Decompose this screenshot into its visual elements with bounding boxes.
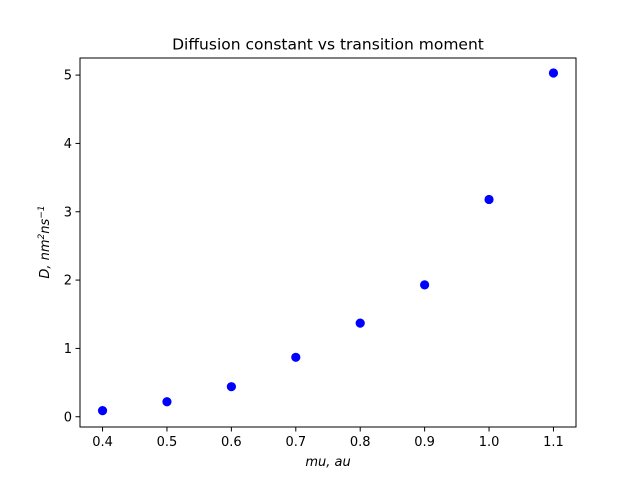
data-point [548, 68, 559, 78]
data-point [484, 194, 494, 205]
x-tick-label: 0.7 [285, 435, 306, 450]
x-tick-label: 1.0 [479, 435, 500, 450]
y-axis-label-pre: D, nm [38, 239, 53, 278]
y-tick-label: 4 [64, 137, 72, 152]
x-tick-label: 1.1 [543, 435, 564, 450]
y-tick-label: 5 [64, 69, 72, 84]
y-tick-label: 2 [64, 274, 72, 289]
y-axis-label-sup1: 2 [37, 233, 47, 239]
chart-title: Diffusion constant vs transition moment [172, 36, 484, 54]
data-point [97, 406, 108, 416]
x-tick-label: 0.5 [157, 435, 178, 450]
y-axis-label-mid: ns [38, 218, 53, 233]
data-point [291, 352, 301, 362]
plot-area: 0.4 0.5 0.6 0.7 0.8 0.9 1.0 1.1 0 1 2 3 4 5 [64, 57, 577, 450]
y-axis-label: D, nm2ns−1 [37, 205, 53, 278]
y-tick-label: 0 [64, 410, 72, 425]
data-point [162, 397, 172, 407]
x-axis-label: mu, au [305, 455, 350, 470]
data-point [420, 280, 430, 290]
x-tick-label: 0.9 [414, 435, 435, 450]
data-point [355, 318, 365, 328]
x-tick-label: 0.8 [350, 435, 371, 450]
y-tick-label: 3 [64, 205, 72, 220]
data-point [226, 382, 236, 392]
y-tick-label: 1 [64, 342, 72, 357]
x-tick-label: 0.4 [92, 435, 113, 450]
x-tick-label: 0.6 [221, 435, 242, 450]
axes-frame [79, 57, 577, 428]
y-axis-label-sup2: −1 [37, 205, 47, 218]
